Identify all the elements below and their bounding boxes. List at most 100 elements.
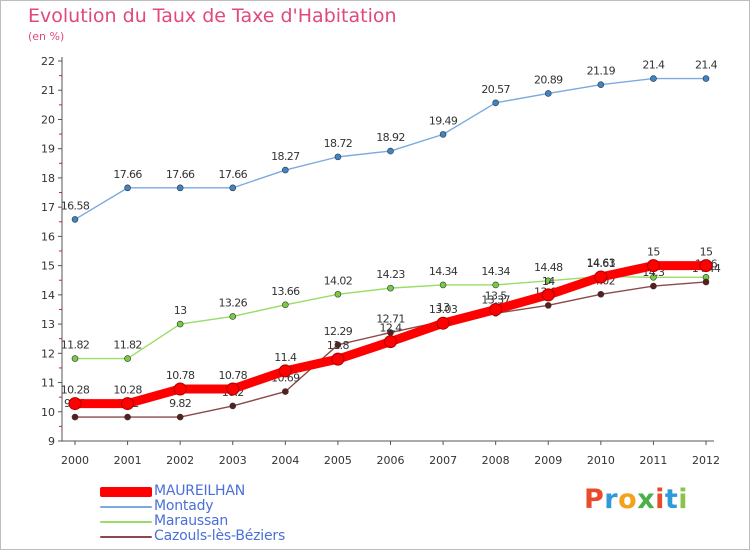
- data-point-montady: [492, 99, 499, 107]
- data-label-montady: 21.4: [642, 59, 665, 72]
- data-point-maraussan: [71, 355, 79, 362]
- logo-letter: P: [584, 484, 605, 515]
- data-point-montady: [282, 166, 289, 174]
- x-tick-label: 2004: [271, 454, 299, 467]
- y-tick-label: 14: [41, 289, 55, 302]
- data-point-cazouls-l-s-b-ziers: [229, 402, 237, 410]
- data-label-maureilhan: 12.4: [379, 322, 402, 335]
- data-label-maraussan: 13.66: [271, 285, 300, 298]
- data-point-maureilhan: [489, 302, 503, 316]
- x-tick-label: 2012: [692, 454, 720, 467]
- data-label-montady: 21.4: [695, 59, 718, 72]
- data-label-maureilhan: 14: [542, 275, 555, 288]
- y-tick-label: 16: [41, 230, 55, 243]
- data-label-maraussan: 13: [174, 304, 187, 317]
- data-label-maraussan: 14.34: [481, 265, 510, 278]
- data-point-montady: [439, 131, 447, 138]
- data-label-maraussan: 14.34: [429, 265, 458, 278]
- data-label-montady: 18.27: [271, 150, 300, 163]
- data-point-maureilhan: [699, 259, 713, 273]
- y-tick-label: 9: [48, 435, 55, 448]
- data-label-maureilhan: 13.03: [429, 303, 458, 316]
- data-point-maraussan: [176, 320, 184, 328]
- data-point-maureilhan: [278, 364, 292, 378]
- data-label-maraussan: 13.26: [219, 296, 248, 309]
- data-point-cazouls-l-s-b-ziers: [71, 413, 79, 421]
- data-label-maureilhan: 11.8: [327, 339, 350, 352]
- y-tick-label: 10: [41, 406, 55, 419]
- y-tick-label: 17: [41, 201, 55, 214]
- x-tick-label: 2002: [166, 454, 194, 467]
- legend-item-cazouls: Cazouls-lès-Béziers: [98, 529, 398, 544]
- data-label-maureilhan: 15: [700, 246, 713, 259]
- data-point-montady: [544, 90, 552, 97]
- data-label-montady: 17.66: [166, 168, 195, 181]
- x-tick-label: 2010: [587, 454, 615, 467]
- data-point-maraussan: [229, 313, 237, 320]
- data-point-cazouls-l-s-b-ziers: [334, 341, 342, 349]
- data-label-maraussan: 14.23: [376, 268, 405, 281]
- data-point-maureilhan: [121, 397, 135, 411]
- data-label-maraussan: 14.63: [587, 256, 616, 269]
- data-point-maraussan: [124, 355, 131, 362]
- data-label-cazouls-l-s-b-ziers: 12.71: [376, 313, 405, 326]
- data-point-maureilhan: [646, 259, 660, 273]
- data-label-maraussan: 14.02: [324, 274, 353, 287]
- logo-letter: o: [618, 484, 638, 515]
- data-label-montady: 20.89: [534, 73, 563, 86]
- data-point-montady: [334, 153, 342, 161]
- data-label-maureilhan: 15: [647, 246, 660, 259]
- legend-swatch-maureilhan: [100, 487, 152, 497]
- data-point-maureilhan: [436, 316, 450, 330]
- data-label-montady: 17.66: [219, 168, 248, 181]
- data-label-cazouls-l-s-b-ziers: 12.29: [324, 325, 353, 338]
- y-tick-label: 15: [41, 260, 55, 273]
- x-tick-label: 2000: [61, 454, 89, 467]
- data-label-maraussan: 14.48: [534, 261, 563, 274]
- data-label-maraussan: 11.82: [113, 339, 142, 352]
- legend-item-maraussan: Maraussan: [98, 514, 398, 529]
- y-tick-label: 22: [41, 55, 55, 68]
- data-point-montady: [124, 184, 131, 192]
- legend-item-montady: Montady: [98, 499, 398, 514]
- x-tick-label: 2003: [219, 454, 247, 467]
- y-tick-label: 19: [41, 143, 55, 156]
- data-label-montady: 21.19: [587, 65, 616, 78]
- y-tick-label: 13: [41, 318, 55, 331]
- data-label-maureilhan: 10.78: [166, 369, 195, 382]
- data-label-maureilhan: 14.61: [587, 257, 616, 270]
- data-label-maraussan: 11.82: [61, 339, 90, 352]
- data-point-maureilhan: [331, 352, 345, 366]
- legend-swatch-maraussan: [100, 521, 152, 523]
- logo-letter: i: [678, 484, 689, 515]
- data-point-maraussan: [544, 277, 552, 285]
- chart-legend: MAUREILHAN Montady Maraussan Cazouls-lès…: [98, 484, 398, 544]
- legend-label: Cazouls-lès-Béziers: [154, 528, 286, 544]
- legend-item-maureilhan: MAUREILHAN: [98, 484, 398, 499]
- x-tick-label: 2009: [534, 454, 562, 467]
- data-label-montady: 19.49: [429, 114, 458, 127]
- proxiti-logo: Proxiti: [584, 484, 688, 515]
- data-point-montady: [229, 184, 237, 192]
- data-point-montady: [387, 147, 394, 155]
- logo-letter: i: [655, 484, 665, 515]
- data-label-montady: 18.92: [376, 131, 405, 144]
- data-label-cazouls-l-s-b-ziers: 13: [437, 301, 450, 314]
- data-point-maureilhan: [226, 382, 240, 396]
- x-tick-label: 2007: [429, 454, 457, 467]
- data-point-cazouls-l-s-b-ziers: [702, 278, 710, 286]
- data-label-montady: 20.57: [481, 83, 510, 96]
- data-point-maureilhan: [594, 270, 608, 284]
- data-label-maureilhan: 11.4: [274, 351, 297, 364]
- data-label-maureilhan: 10.28: [61, 384, 90, 397]
- data-label-maureilhan: 10.28: [113, 384, 142, 397]
- data-label-maureilhan: 10.78: [219, 369, 248, 382]
- data-point-montady: [176, 184, 184, 192]
- data-point-montady: [650, 75, 657, 82]
- data-point-montady: [71, 216, 79, 223]
- data-label-montady: 16.58: [61, 199, 90, 212]
- logo-letter: t: [664, 484, 679, 515]
- data-point-maraussan: [387, 284, 394, 292]
- legend-label: MAUREILHAN: [154, 483, 245, 499]
